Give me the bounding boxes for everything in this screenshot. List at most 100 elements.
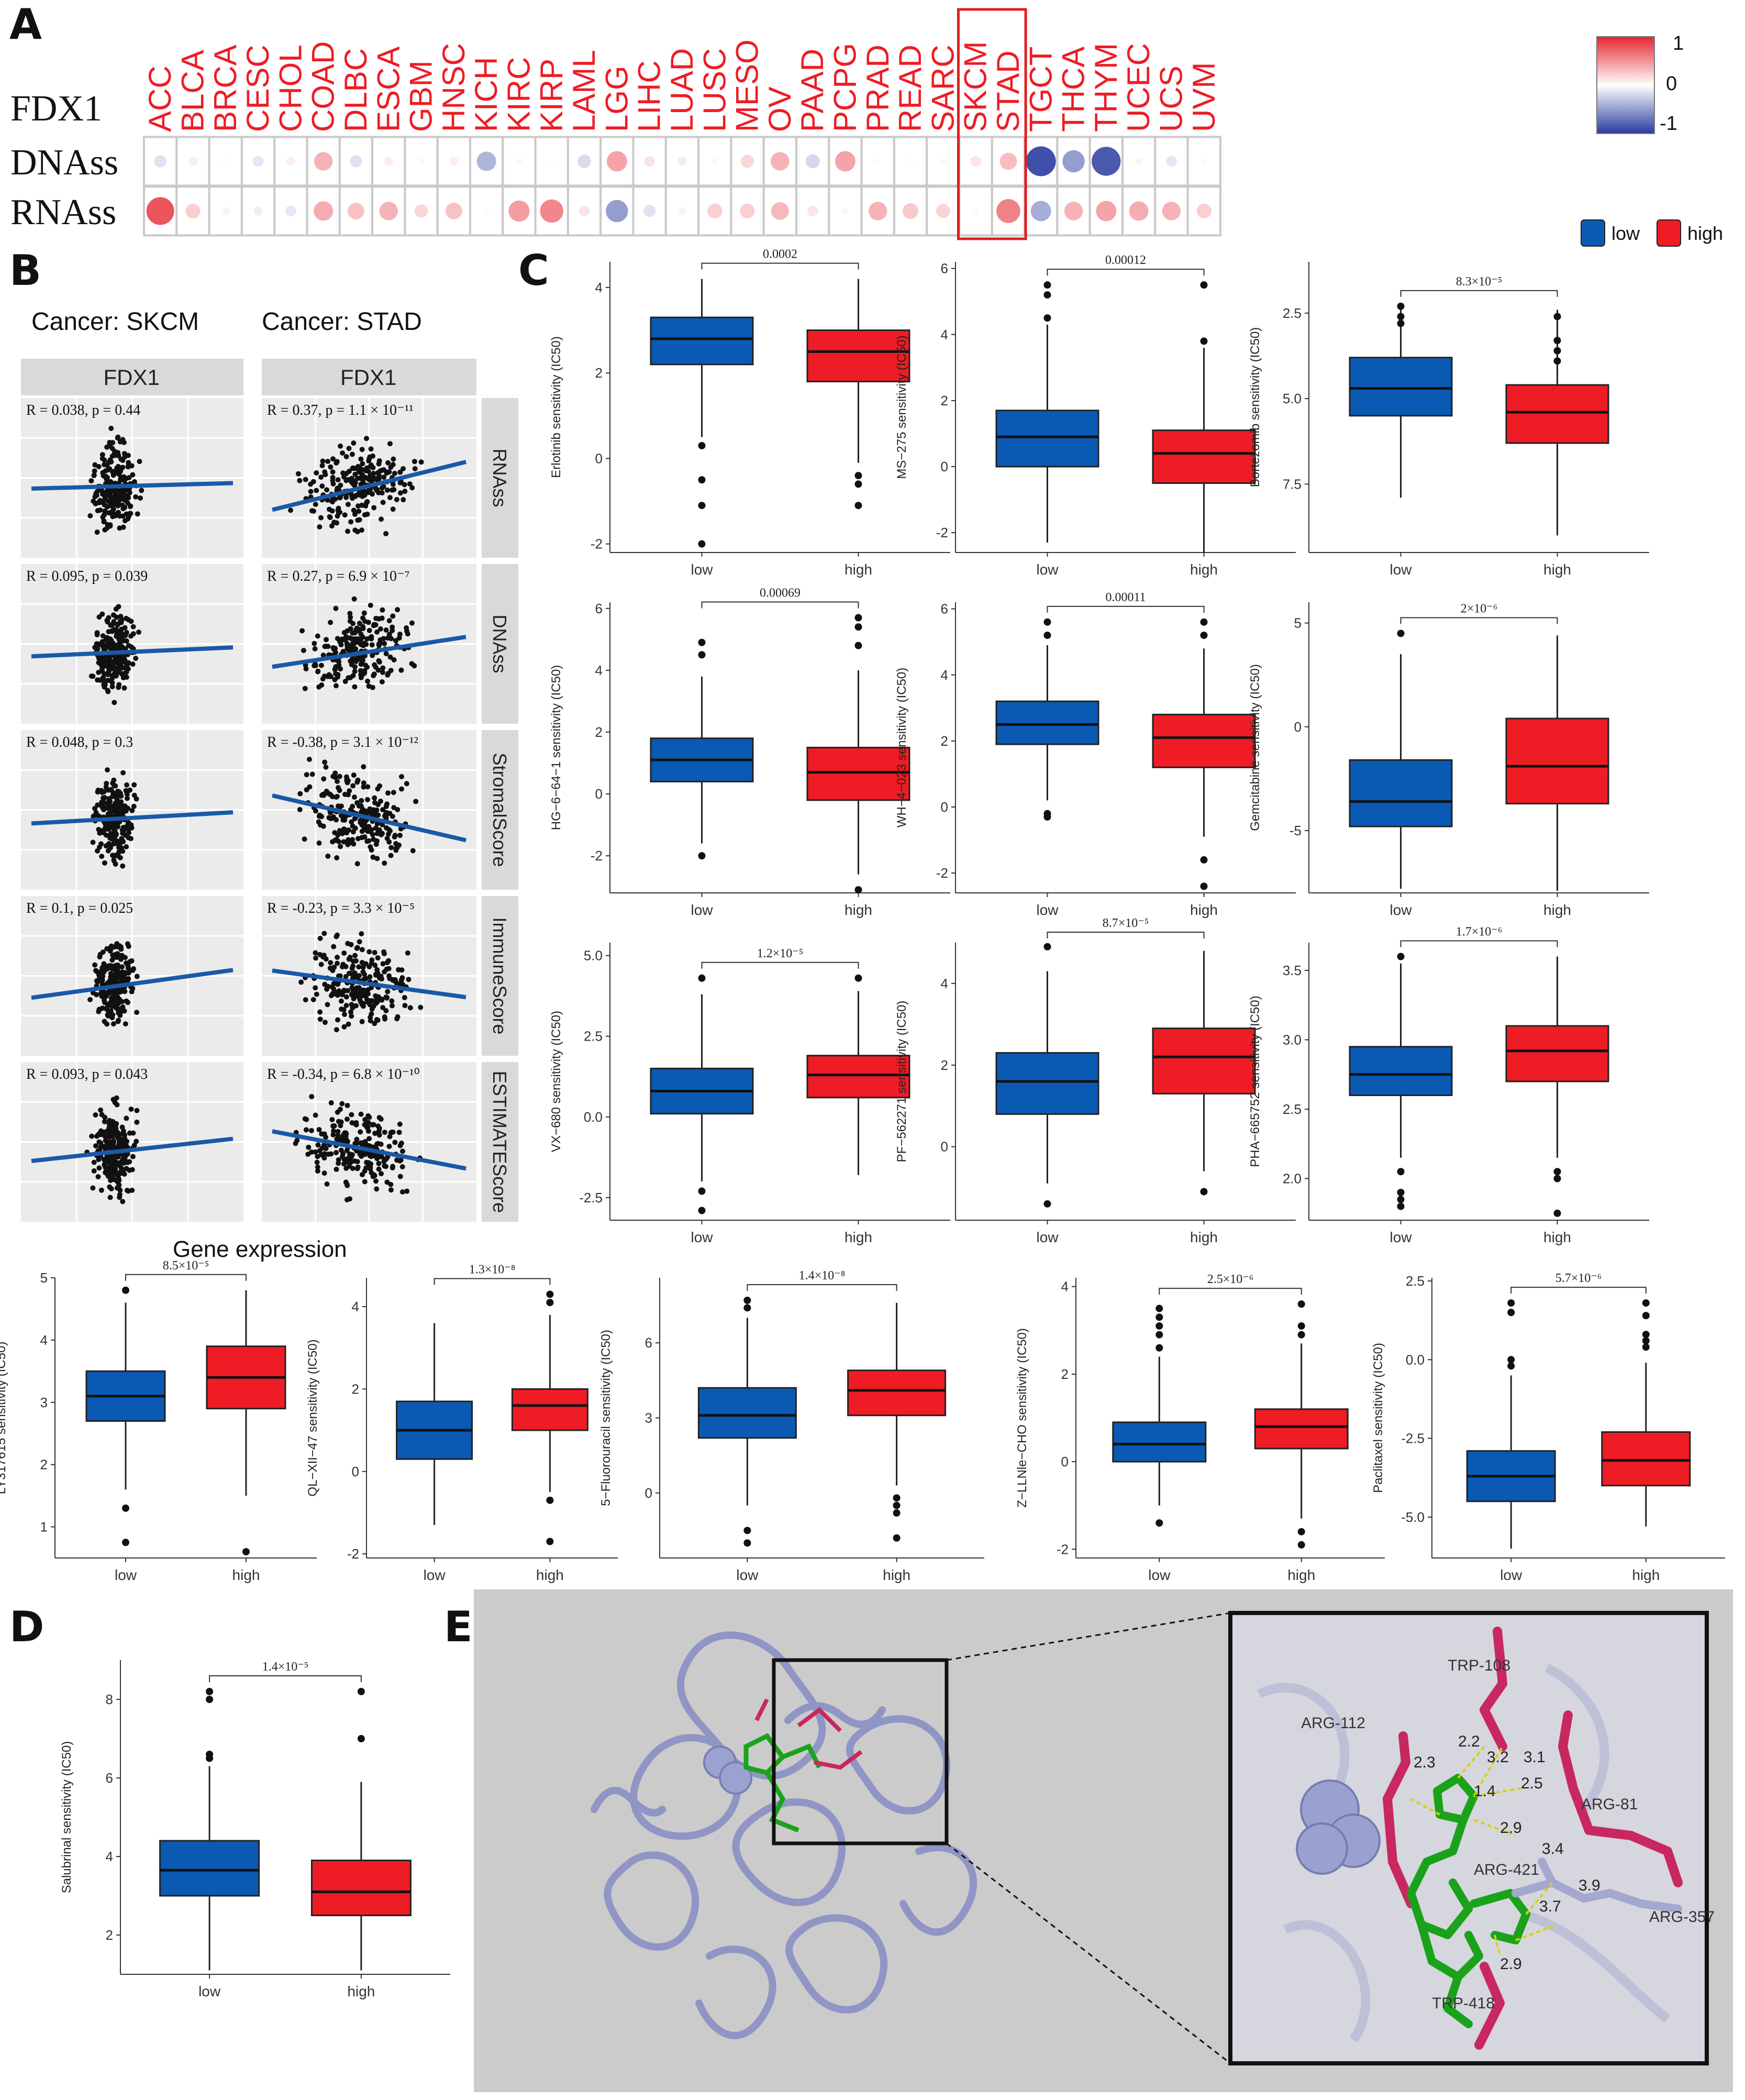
scatter-point	[104, 1021, 110, 1027]
scatter-point	[118, 456, 124, 462]
legend-key	[1581, 219, 1605, 247]
scatter-point	[334, 459, 340, 465]
cancer-label: UVM	[1186, 62, 1221, 132]
scatter-point	[370, 465, 376, 470]
scatter-point	[111, 857, 117, 863]
scatter-point	[115, 807, 121, 813]
scatter-point	[302, 836, 307, 842]
scatter-point	[366, 456, 372, 461]
heat-dot	[907, 158, 914, 164]
scatter-point	[361, 610, 367, 616]
heat-dot	[903, 203, 919, 219]
y-tick-label: -2.5	[579, 1190, 603, 1206]
x-tick-label: high	[844, 561, 872, 578]
scatter-point	[112, 700, 117, 705]
scatter-point	[105, 522, 110, 527]
boxplot-wh-4-023: 6 4 2 0 -2 WH−4−023 sensitivity (IC50) low high…	[895, 591, 1296, 918]
strip	[21, 359, 243, 395]
scatter-point	[118, 620, 124, 625]
outlier-point	[206, 1688, 214, 1695]
scatter-point	[110, 1021, 116, 1027]
correlation-label: R = 0.095, p = 0.039	[26, 568, 148, 584]
box-low	[159, 1840, 260, 1897]
boxplot-vx-680: 5.0 2.5 0.0 -2.5 VX−680 sensitivity (IC50) lo…	[549, 943, 950, 1245]
scatter-point	[338, 443, 343, 449]
scatter-point	[376, 659, 382, 665]
scatter-point	[351, 440, 357, 446]
scatter-point	[336, 839, 342, 845]
box-low	[697, 1387, 797, 1439]
scatter-point	[348, 614, 353, 620]
scatter-point	[354, 625, 360, 631]
scatter-point	[350, 495, 355, 501]
scatter-point	[359, 502, 365, 508]
y-tick-label: 6	[106, 1770, 113, 1786]
scatter-point	[319, 463, 325, 469]
outlier-point	[1200, 337, 1208, 345]
scatter-point	[106, 787, 112, 793]
distance-label: 1.4	[1474, 1783, 1496, 1800]
significance-bracket	[701, 601, 859, 609]
scatter-point	[101, 830, 106, 836]
scatter-point	[352, 658, 358, 664]
x-tick-label: low	[115, 1567, 137, 1583]
scatter-point	[111, 619, 117, 625]
boxplot-pha-665752: 3.5 3.0 2.5 2.0 PHA−665752 sensitivity (IC50…	[1248, 925, 1649, 1245]
box-high	[806, 1055, 910, 1099]
outlier-point	[1397, 1168, 1405, 1176]
cancer-label: STAD	[991, 50, 1026, 132]
box-high	[1601, 1431, 1691, 1487]
outlier-point	[854, 502, 862, 510]
x-tick-label: high	[844, 902, 872, 918]
scatter-point	[109, 508, 115, 514]
heat-dot	[146, 197, 174, 225]
scatter-point	[124, 782, 130, 788]
outlier-point	[122, 1504, 129, 1512]
scatter-point	[357, 465, 362, 471]
residue-label-trp418: TRP-418	[1432, 1995, 1495, 2012]
scatter-point	[90, 839, 96, 845]
y-tick-label: 4	[106, 1849, 113, 1864]
scatter-point	[333, 605, 339, 611]
scatter-point	[325, 853, 331, 859]
y-tick-label: 0	[595, 786, 603, 802]
scatter-point	[381, 636, 386, 642]
scatter-point	[328, 464, 334, 470]
scatter-point	[108, 459, 114, 465]
scatter-point	[120, 810, 126, 815]
y-tick-label: 0	[941, 799, 948, 815]
cancer-label: KIRP	[534, 59, 569, 132]
x-tick-label: high	[1543, 1229, 1571, 1245]
box-low	[1349, 759, 1453, 827]
outlier-point	[893, 1501, 901, 1509]
heat-dot	[1096, 201, 1117, 222]
y-tick-label: 5.0	[584, 948, 603, 964]
heat-dot	[252, 156, 264, 167]
heat-dot	[221, 207, 230, 215]
boxplot-bortezomib: 2.5 5.0 7.5 Bortezomib sensitivity (IC50) lo…	[1248, 262, 1649, 578]
scatter-point	[324, 487, 330, 493]
residue-label-trp108: TRP-108	[1448, 1657, 1510, 1674]
distance-label: 3.4	[1542, 1840, 1564, 1858]
scatter-point	[352, 684, 358, 690]
scatter-point	[358, 641, 363, 647]
scatter-point	[413, 799, 419, 804]
x-tick-label: low	[1500, 1567, 1522, 1583]
regression-line	[272, 635, 466, 669]
scatter-point	[130, 472, 136, 478]
scatter-point	[349, 476, 354, 481]
x-tick-label: low	[1036, 1229, 1059, 1245]
scatter-point	[409, 661, 415, 667]
x-tick-label: high	[1632, 1567, 1660, 1583]
scatter-point	[407, 481, 413, 487]
outlier-point	[698, 1207, 706, 1214]
scatter-point	[329, 794, 335, 800]
scatter-point	[332, 677, 338, 682]
scatter-point	[115, 792, 121, 798]
significance-bracket	[1047, 269, 1205, 276]
heat-dot	[579, 205, 590, 217]
scatter-point	[124, 638, 129, 644]
scatter-point	[118, 614, 124, 620]
outlier-point	[1297, 1528, 1305, 1535]
scatter-point	[368, 809, 373, 815]
